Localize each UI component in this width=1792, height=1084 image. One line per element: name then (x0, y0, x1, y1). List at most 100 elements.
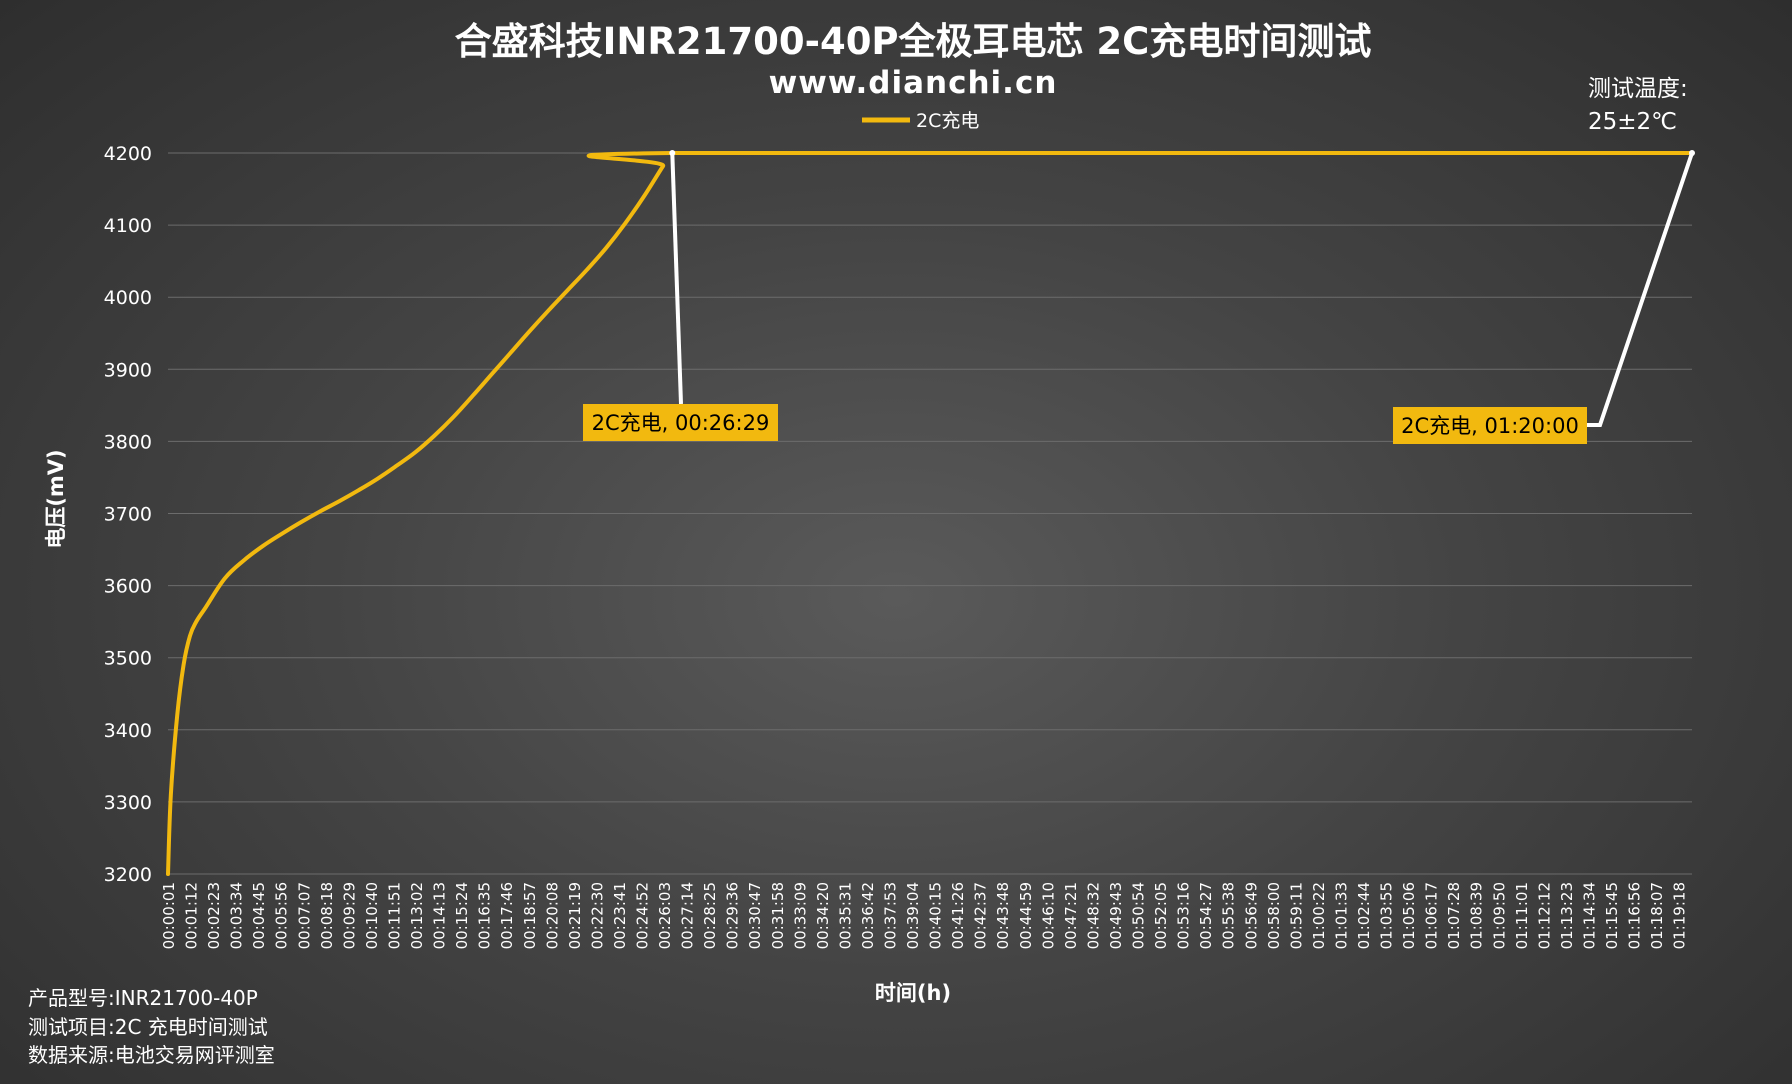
y-tick-label: 4000 (104, 287, 152, 309)
chart-title: 合盛科技INR21700-40P全极耳电芯 2C充电时间测试 (455, 20, 1372, 63)
x-tick-label: 00:31:58 (769, 882, 787, 949)
y-axis-ticks: 3200 3300 3400 3500 3600 3700 3800 3900 4000 4100… (104, 143, 152, 886)
x-tick-label: 00:16:35 (476, 882, 494, 949)
y-tick-label: 3600 (104, 576, 152, 598)
annotation-point (1689, 150, 1695, 156)
x-tick-label: 00:46:10 (1039, 882, 1057, 949)
y-tick-label: 3900 (104, 359, 152, 381)
legend: 2C充电 (862, 110, 979, 132)
annotation-leader (670, 152, 683, 405)
annotation-leader (1587, 152, 1694, 427)
x-tick-label: 01:07:28 (1445, 882, 1463, 949)
x-tick-label: 00:50:54 (1130, 882, 1148, 949)
x-tick-label: 01:19:18 (1671, 882, 1689, 949)
annotation-point (669, 150, 676, 156)
x-tick-label: 00:03:34 (228, 882, 246, 949)
x-tick-label: 00:15:24 (453, 882, 471, 949)
x-tick-label: 01:00:22 (1310, 882, 1328, 949)
x-tick-label: 00:10:40 (363, 882, 381, 949)
x-tick-label: 01:14:34 (1580, 882, 1598, 949)
x-tick-label: 00:59:11 (1287, 882, 1305, 949)
x-tick-label: 00:58:00 (1265, 882, 1283, 949)
x-tick-label: 00:04:45 (250, 882, 268, 949)
temperature-value: 25±2℃ (1588, 109, 1677, 135)
x-tick-label: 00:21:19 (566, 882, 584, 949)
x-axis-label: 时间(h) (875, 981, 951, 1005)
x-tick-label: 00:09:29 (340, 882, 358, 949)
x-tick-label: 00:42:37 (972, 882, 990, 949)
x-tick-label: 00:33:09 (791, 882, 809, 949)
footer-model: 产品型号:INR21700-40P (28, 986, 258, 1010)
x-tick-label: 00:48:32 (1084, 882, 1102, 949)
x-tick-label: 00:40:15 (927, 882, 945, 949)
x-tick-label: 00:53:16 (1175, 882, 1193, 949)
y-axis-label: 电压(mV) (44, 449, 68, 548)
x-tick-label: 00:47:21 (1062, 882, 1080, 949)
x-tick-label: 00:36:42 (859, 882, 877, 949)
y-tick-label: 3700 (104, 504, 152, 526)
x-tick-label: 00:35:31 (836, 882, 854, 949)
x-tick-label: 00:27:14 (679, 882, 697, 949)
annotation-label: 2C充电, 00:26:29 (592, 411, 770, 435)
x-tick-label: 00:30:47 (746, 882, 764, 949)
y-tick-label: 3800 (104, 431, 152, 453)
x-tick-label: 00:49:43 (1107, 882, 1125, 949)
x-tick-label: 00:56:49 (1242, 882, 1260, 949)
series-layer (166, 151, 1694, 876)
x-tick-label: 00:23:41 (611, 882, 629, 949)
x-tick-label: 00:43:48 (994, 882, 1012, 949)
y-tick-label: 3500 (104, 648, 152, 670)
x-tick-label: 00:55:38 (1220, 882, 1238, 949)
x-tick-label: 00:22:30 (588, 882, 606, 949)
x-tick-label: 01:11:01 (1513, 882, 1531, 949)
x-axis-ticks: 00:00:01 00:01:12 00:02:23 00:03:34 00:04:45… (160, 882, 1689, 949)
y-tick-label: 3300 (104, 792, 152, 814)
x-tick-label: 00:08:18 (318, 882, 336, 949)
x-tick-label: 00:37:53 (882, 882, 900, 949)
gridlines (168, 152, 1692, 875)
x-tick-label: 00:44:59 (1017, 882, 1035, 949)
legend-label: 2C充电 (916, 110, 979, 132)
x-tick-label: 00:14:13 (431, 882, 449, 949)
x-tick-label: 00:52:05 (1152, 882, 1170, 949)
x-tick-label: 01:03:55 (1378, 882, 1396, 949)
x-tick-label: 01:02:44 (1355, 882, 1373, 949)
annotations-layer: 2C充电, 00:26:29 2C充电, 01:20:00 (583, 150, 1695, 444)
x-tick-label: 00:18:57 (521, 882, 539, 949)
footer-test: 测试项目:2C 充电时间测试 (28, 1015, 268, 1039)
annotation-box (1393, 407, 1587, 444)
x-tick-label: 01:12:12 (1535, 882, 1553, 949)
x-tick-label: 00:11:51 (385, 882, 403, 949)
x-tick-label: 01:08:39 (1468, 882, 1486, 949)
x-tick-label: 01:05:06 (1400, 882, 1418, 949)
y-tick-label: 4200 (104, 143, 152, 165)
x-tick-label: 00:28:25 (701, 882, 719, 949)
x-tick-label: 00:17:46 (498, 882, 516, 949)
x-tick-label: 00:39:04 (904, 882, 922, 949)
temperature-label: 测试温度: (1588, 76, 1688, 102)
x-tick-label: 01:13:23 (1558, 882, 1576, 949)
y-tick-label: 3200 (104, 864, 152, 886)
x-tick-label: 00:41:26 (949, 882, 967, 949)
footer-source: 数据来源:电池交易网评测室 (28, 1043, 275, 1067)
series-line (166, 151, 1694, 876)
annotation-box (583, 404, 778, 441)
x-tick-label: 00:02:23 (205, 882, 223, 949)
x-tick-label: 00:24:52 (633, 882, 651, 949)
x-tick-label: 01:15:45 (1603, 882, 1621, 949)
y-tick-label: 4100 (104, 215, 152, 237)
x-tick-label: 01:01:33 (1332, 882, 1350, 949)
x-tick-label: 01:06:17 (1423, 882, 1441, 949)
annotation-label: 2C充电, 01:20:00 (1401, 414, 1579, 438)
x-tick-label: 01:16:56 (1626, 882, 1644, 949)
x-tick-label: 00:01:12 (183, 882, 201, 949)
x-tick-label: 00:26:03 (656, 882, 674, 949)
y-tick-label: 3400 (104, 720, 152, 742)
x-tick-label: 00:20:08 (543, 882, 561, 949)
x-tick-label: 01:18:07 (1648, 882, 1666, 949)
x-tick-label: 00:05:56 (273, 882, 291, 949)
x-tick-label: 00:00:01 (160, 882, 178, 949)
x-tick-label: 00:54:27 (1197, 882, 1215, 949)
x-tick-label: 01:09:50 (1490, 882, 1508, 949)
